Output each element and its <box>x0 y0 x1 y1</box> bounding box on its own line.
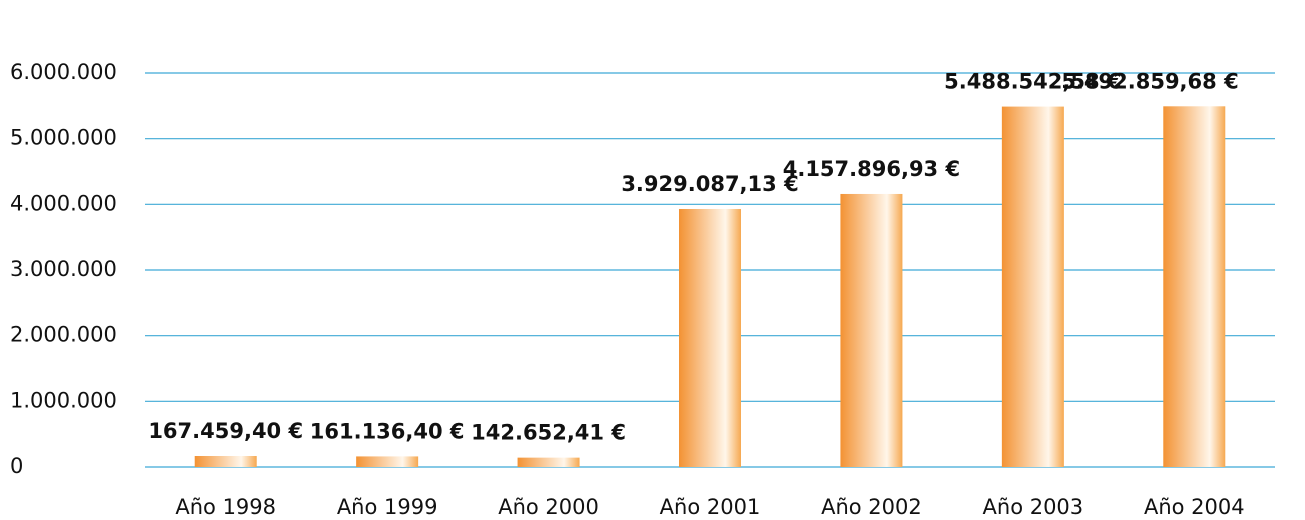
y-tick-label: 5.000.000 <box>10 126 117 150</box>
y-tick-label: 1.000.000 <box>10 388 117 412</box>
value-label: 167.459,40 € <box>148 419 303 443</box>
x-tick-label: Año 1999 <box>337 495 438 519</box>
bar <box>679 208 741 468</box>
bar <box>840 193 903 467</box>
x-tick-label: Año 2002 <box>821 495 922 519</box>
value-label: 5.488.542,58 € <box>944 70 1121 94</box>
x-tick-label: Año 2001 <box>660 495 761 519</box>
y-tick-label: 3.000.000 <box>10 257 117 281</box>
bar <box>517 457 580 467</box>
bar <box>356 456 419 467</box>
x-tick-label: Año 2003 <box>983 495 1084 519</box>
x-tick-label: Año 1998 <box>175 495 276 519</box>
y-tick-label: 2.000.000 <box>10 323 117 347</box>
y-tick-label: 4.000.000 <box>10 191 117 215</box>
value-label: 5.492.859,68 € <box>1061 69 1238 93</box>
value-label: 4.157.896,93 € <box>783 157 960 181</box>
value-label: 142.652,41 € <box>471 421 626 445</box>
value-label: 161.136,40 € <box>310 419 465 443</box>
bar <box>1001 106 1064 468</box>
y-tick-label: 6.000.000 <box>10 60 117 84</box>
x-tick-label: Año 2004 <box>1144 495 1245 519</box>
x-tick-label: Año 2000 <box>498 495 599 519</box>
y-tick-label: 0 <box>10 454 23 478</box>
bar <box>1163 106 1226 467</box>
value-label: 3.929.087,13 € <box>621 172 798 196</box>
bar <box>194 456 257 467</box>
